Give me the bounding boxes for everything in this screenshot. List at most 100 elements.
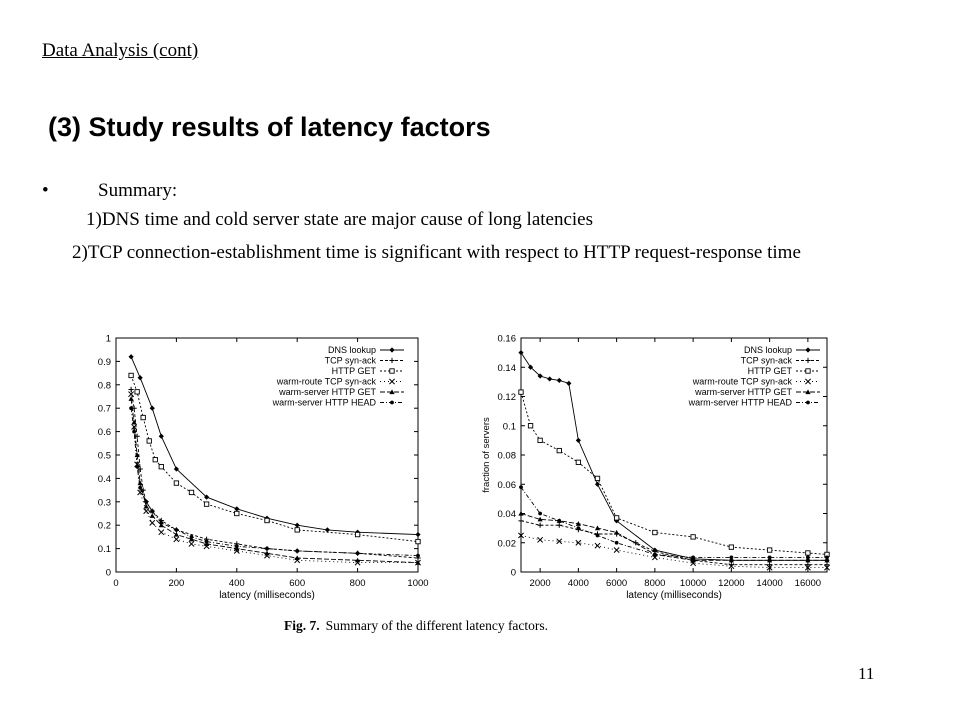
data-point <box>594 542 601 549</box>
summary-label: Summary: <box>98 180 178 201</box>
legend-marker <box>389 357 395 364</box>
data-point <box>518 518 524 524</box>
data-point <box>537 437 543 444</box>
y-tick-label: 0.9 <box>98 357 111 368</box>
series-path <box>520 391 828 555</box>
series-line <box>518 389 830 558</box>
data-point <box>294 522 300 528</box>
data-point <box>575 459 582 465</box>
legend-marker <box>390 400 394 405</box>
data-point <box>355 551 360 556</box>
data-point <box>158 522 164 528</box>
data-point <box>415 560 421 565</box>
y-tick-label: 0 <box>106 568 111 579</box>
data-point <box>265 546 269 551</box>
chart-latency-cdf: 0 0.1 0.2 0.3 0.4 0.5 0.6 0.7 0.8 0.9 1 0 200 400 600 8… <box>98 334 429 602</box>
legend-label: warm-server HTTP GET <box>694 387 792 397</box>
y-axis-label: fraction of servers <box>481 417 492 493</box>
series-path <box>130 375 419 543</box>
data-point <box>614 529 620 535</box>
data-point <box>805 562 811 568</box>
data-point <box>159 520 164 525</box>
data-point <box>128 396 134 401</box>
data-point <box>804 564 811 571</box>
x-tick-label: 0 <box>113 578 118 589</box>
data-point <box>728 563 735 570</box>
chart-latency-tail: 0 0.02 0.04 0.06 0.08 0.1 0.12 0.14 0.16 2000 4000… <box>481 334 830 601</box>
figure-caption-text: Summary of the different latency factors… <box>325 618 549 633</box>
data-point <box>150 509 155 514</box>
legend-label: warm-server HTTP GET <box>278 387 376 397</box>
data-point <box>152 457 158 463</box>
data-point <box>264 517 270 524</box>
slide-heading: Data Analysis (cont) <box>42 40 199 61</box>
series-line <box>128 354 421 538</box>
series-line <box>518 510 830 563</box>
series-path <box>130 356 419 536</box>
data-point <box>128 391 135 398</box>
data-point <box>158 464 164 470</box>
data-point <box>519 485 523 490</box>
data-point <box>137 480 143 486</box>
data-point <box>690 557 696 563</box>
figure-caption: Fig. 7. Summary of the different latency … <box>284 618 548 634</box>
legend-label: warm-server HTTP HEAD <box>688 398 793 408</box>
data-point <box>728 557 734 563</box>
data-point <box>128 372 134 379</box>
x-tick-label: 800 <box>350 578 366 589</box>
data-point <box>805 557 811 563</box>
data-point <box>537 516 543 522</box>
legend-marker <box>389 347 395 353</box>
data-point <box>144 499 149 504</box>
data-point <box>557 518 562 523</box>
data-point <box>158 529 165 536</box>
series-path <box>520 520 827 566</box>
data-point <box>189 535 194 539</box>
data-point <box>824 564 830 571</box>
data-point <box>594 475 601 482</box>
data-point <box>234 544 239 549</box>
legend-label: DNS lookup <box>328 345 376 355</box>
legend-label: warm-server HTTP HEAD <box>272 398 377 408</box>
data-point <box>294 527 300 533</box>
legend-label: TCP syn-ack <box>741 356 793 366</box>
series-path <box>520 534 827 569</box>
legend-marker <box>389 368 395 374</box>
data-point <box>204 539 209 544</box>
data-point <box>137 375 143 381</box>
data-point <box>416 553 420 558</box>
y-tick-label: 0.2 <box>98 521 111 532</box>
y-tick-label: 0 <box>511 568 516 579</box>
data-point <box>234 510 240 517</box>
legend-marker <box>806 400 810 405</box>
legend-marker <box>805 389 811 395</box>
series-line <box>128 396 421 565</box>
legend-label: TCP syn-ack <box>325 356 377 366</box>
legend-marker <box>805 368 811 374</box>
page-number: 11 <box>858 664 875 683</box>
data-point <box>140 414 146 421</box>
data-point <box>149 519 156 526</box>
x-tick-label: 4000 <box>568 578 589 589</box>
data-point <box>188 489 195 496</box>
data-point <box>633 540 639 546</box>
data-point <box>575 539 582 546</box>
data-point <box>188 536 195 542</box>
data-point <box>324 527 330 533</box>
summary-point-2: 2)TCP connection-establishment time is s… <box>72 242 801 263</box>
data-point <box>556 538 563 545</box>
data-point <box>613 515 620 521</box>
x-tick-label: 400 <box>229 578 245 589</box>
data-point <box>174 527 179 532</box>
data-point <box>264 550 270 556</box>
x-tick-label: 1000 <box>407 578 428 589</box>
y-tick-label: 0.8 <box>98 380 111 391</box>
data-point <box>234 546 240 551</box>
y-tick-label: 0.3 <box>98 497 111 508</box>
data-point <box>204 494 210 500</box>
x-tick-label: 200 <box>168 578 184 589</box>
y-tick-label: 0.02 <box>498 538 517 549</box>
x-axis-label: latency (milliseconds) <box>219 590 315 601</box>
legend-label: HTTP GET <box>748 366 793 376</box>
data-point <box>652 552 657 557</box>
